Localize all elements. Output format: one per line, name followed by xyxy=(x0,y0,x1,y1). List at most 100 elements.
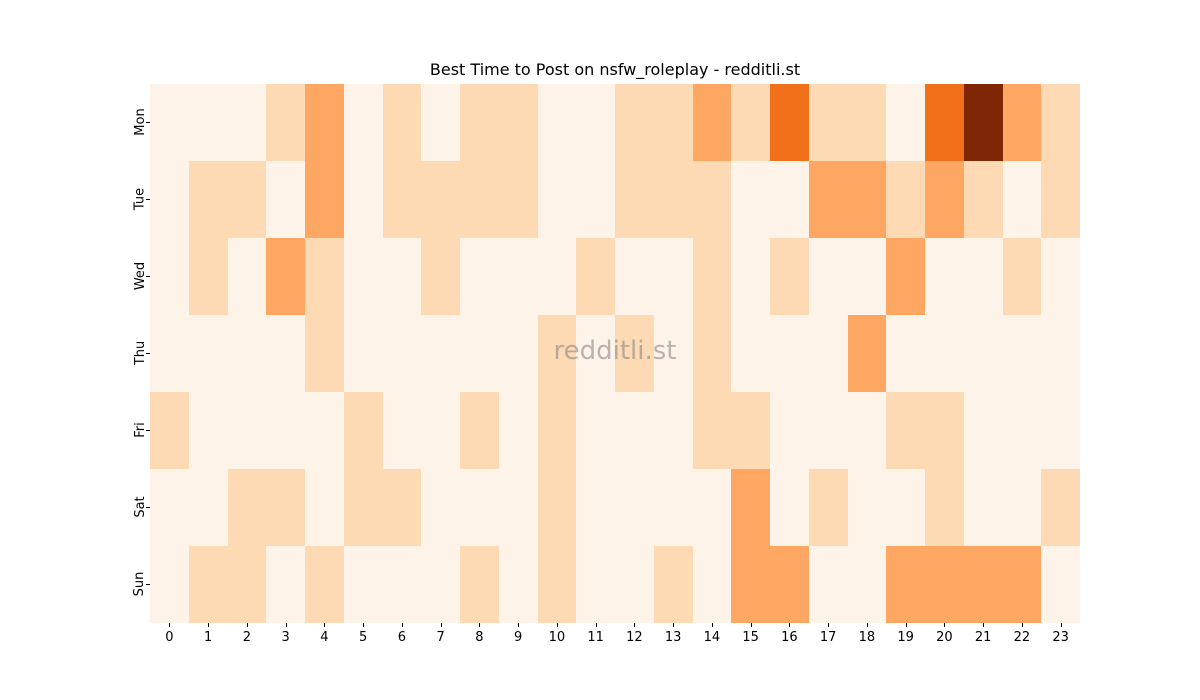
heatmap-cell xyxy=(731,238,770,315)
heatmap-cell xyxy=(770,238,809,315)
tick-mark xyxy=(169,623,171,627)
heatmap-cell xyxy=(382,238,422,315)
heatmap-cell xyxy=(963,315,1003,392)
x-tick-label: 22 xyxy=(1013,630,1031,645)
heatmap-cell xyxy=(615,392,654,469)
heatmap-cell xyxy=(692,469,732,546)
tick-mark xyxy=(363,623,365,627)
tick-mark xyxy=(324,623,326,627)
heatmap-cell xyxy=(498,238,538,315)
heatmap-cell xyxy=(498,546,538,623)
heatmap-cell xyxy=(537,546,577,623)
heatmap-cell xyxy=(692,546,732,623)
heatmap-cell xyxy=(343,84,383,161)
tick-mark xyxy=(789,623,791,627)
x-tick-label: 5 xyxy=(358,630,368,645)
tick-mark xyxy=(146,199,150,200)
y-tick: Sat xyxy=(110,469,150,546)
heatmap-cell xyxy=(421,238,460,315)
heatmap-cell xyxy=(460,392,499,469)
tick-mark xyxy=(828,623,830,627)
heatmap-cell xyxy=(305,161,344,238)
heatmap-cell xyxy=(498,161,538,238)
x-tick-label: 20 xyxy=(936,630,953,645)
tick-mark xyxy=(146,430,150,431)
heatmap-cell xyxy=(227,315,267,392)
heatmap-cell xyxy=(1041,546,1080,623)
heatmap-cell xyxy=(692,84,732,161)
y-tick-label: Wed xyxy=(132,261,148,291)
tick-mark xyxy=(983,623,985,627)
y-tick-label: Thu xyxy=(132,340,148,366)
heatmap-cell xyxy=(1041,315,1080,392)
heatmap-cell xyxy=(382,84,422,161)
heatmap-cell xyxy=(653,161,693,238)
heatmap-cell xyxy=(653,238,693,315)
heatmap-cell xyxy=(460,315,499,392)
y-axis: Mon Tue Wed Thu Fri Sat Sun xyxy=(110,84,150,623)
heatmap-cell xyxy=(537,392,577,469)
heatmap-cell xyxy=(188,238,228,315)
heatmap-cell xyxy=(266,315,305,392)
heatmap-cell xyxy=(188,84,228,161)
heatmap-cell xyxy=(227,238,267,315)
heatmap-cell xyxy=(305,469,344,546)
heatmap-cell xyxy=(460,469,499,546)
heatmap-cell xyxy=(925,392,964,469)
x-tick-label: 19 xyxy=(897,630,914,645)
heatmap-cell xyxy=(576,392,615,469)
heatmap-cell xyxy=(963,392,1003,469)
heatmap-cell xyxy=(227,546,267,623)
x-tick-label: 17 xyxy=(819,630,837,645)
heatmap-cell xyxy=(576,161,615,238)
heatmap-cell xyxy=(188,546,228,623)
heatmap-cell xyxy=(615,546,654,623)
tick-mark xyxy=(146,584,150,585)
x-tick-label: 10 xyxy=(548,630,566,645)
heatmap-cell xyxy=(150,238,189,315)
heatmap-cell xyxy=(731,84,770,161)
x-tick-label: 12 xyxy=(626,630,643,645)
heatmap-cell xyxy=(188,392,228,469)
heatmap-cell xyxy=(227,84,267,161)
tick-mark xyxy=(1060,623,1062,627)
heatmap-cell xyxy=(305,315,344,392)
tick-mark xyxy=(479,623,481,627)
heatmap-cell xyxy=(150,546,189,623)
heatmap-cell xyxy=(266,546,305,623)
heatmap-cell xyxy=(1002,546,1042,623)
heatmap-cell xyxy=(847,161,887,238)
heatmap-cell xyxy=(886,469,925,546)
tick-mark xyxy=(944,623,946,627)
heatmap-cell xyxy=(537,161,577,238)
heatmap-cell xyxy=(460,546,499,623)
heatmap-cell xyxy=(886,84,925,161)
heatmap-cell xyxy=(460,84,499,161)
heatmap-cell xyxy=(343,161,383,238)
heatmap-cell xyxy=(227,469,267,546)
heatmap-cell xyxy=(576,546,615,623)
tick-mark xyxy=(146,353,150,354)
heatmap-cell xyxy=(615,161,654,238)
heatmap-cell xyxy=(770,469,809,546)
heatmap-cell xyxy=(731,315,770,392)
heatmap-cell xyxy=(150,84,189,161)
heatmap-cell xyxy=(188,315,228,392)
y-tick: Thu xyxy=(110,315,150,392)
heatmap-cell xyxy=(421,469,460,546)
heatmap-cell xyxy=(1041,84,1080,161)
tick-mark xyxy=(401,623,403,627)
tick-mark xyxy=(673,623,675,627)
x-tick-label: 6 xyxy=(397,630,407,645)
y-tick-label: Tue xyxy=(132,187,148,211)
heatmap-cell xyxy=(537,315,577,392)
heatmap-cell xyxy=(382,161,422,238)
tick-mark xyxy=(1021,623,1023,627)
heatmap-cell xyxy=(615,238,654,315)
heatmap-cell xyxy=(886,238,925,315)
heatmap-cell xyxy=(537,469,577,546)
y-tick-label: Sat xyxy=(132,496,148,518)
heatmap-cell xyxy=(808,469,848,546)
heatmap-cell xyxy=(1002,392,1042,469)
heatmap-cell xyxy=(498,315,538,392)
